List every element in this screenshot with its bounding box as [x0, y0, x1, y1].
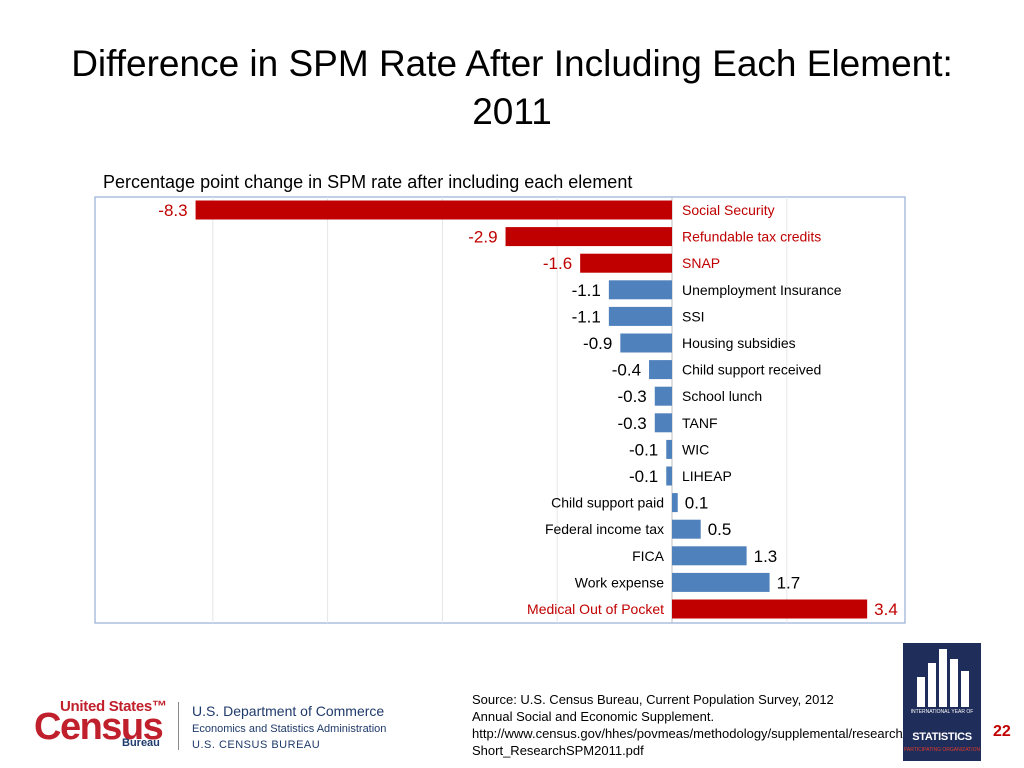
value-label: -2.9: [468, 228, 497, 247]
bar-tanf: [654, 413, 672, 433]
census-logo-wordmark: Census: [34, 706, 164, 748]
bar-wic: [666, 439, 672, 459]
dept-line-2: Economics and Statistics Administration: [192, 723, 387, 735]
stats-logo-wordmark: STATISTICS: [912, 731, 972, 743]
slide-title: Difference in SPM Rate After Including E…: [71, 43, 953, 132]
value-label: -0.1: [629, 467, 658, 486]
bar-child-support-paid: [672, 493, 678, 513]
gridlines: [212, 197, 788, 623]
value-label: 0.5: [708, 520, 732, 539]
category-label: Unemployment Insurance: [682, 282, 842, 298]
category-labels: Social Security Refundable tax credits SNA…: [527, 202, 842, 617]
category-label: Social Security: [682, 202, 775, 218]
bar-housing-subsidies: [620, 333, 672, 353]
dept-line-1: U.S. Department of Commerce: [192, 703, 385, 719]
category-label: Housing subsidies: [682, 335, 796, 351]
dept-line-3: U.S. CENSUS BUREAU: [192, 739, 321, 751]
category-label: Work expense: [575, 574, 664, 590]
page-number: 22: [993, 723, 1011, 740]
bar-snap: [580, 253, 672, 273]
value-label: 0.1: [685, 494, 709, 513]
value-label: -8.3: [158, 201, 187, 220]
stats-logo-small-text: INTERNATIONAL YEAR OF: [910, 709, 974, 715]
category-label: TANF: [682, 415, 718, 431]
bar-work-expense: [672, 572, 770, 592]
bars: [195, 200, 868, 619]
value-label: -0.9: [583, 334, 612, 353]
footer-divider: [178, 702, 179, 750]
value-label: -1.6: [543, 254, 572, 273]
category-label: WIC: [682, 441, 709, 457]
category-label: SSI: [682, 308, 705, 324]
category-label: Medical Out of Pocket: [527, 601, 664, 617]
statistics-building-icon: [917, 649, 969, 707]
bar-school-lunch: [654, 386, 672, 406]
category-label: School lunch: [682, 388, 762, 404]
category-label: Federal income tax: [545, 521, 664, 537]
category-label: Child support received: [682, 362, 821, 378]
category-label: Child support paid: [551, 495, 664, 511]
stats-logo-participating: PARTICIPATING ORGANIZATION: [903, 747, 981, 753]
bar-child-support-received: [649, 360, 672, 380]
category-label: LIHEAP: [682, 468, 732, 484]
source-note: Source: U.S. Census Bureau, Current Popu…: [472, 692, 907, 758]
bar-medical-out-of-pocket: [672, 599, 868, 619]
chart-title: Percentage point change in SPM rate afte…: [103, 172, 633, 192]
plot-border: [94, 196, 906, 624]
census-logo-bureau: Bureau: [122, 737, 160, 749]
statistics-logo: INTERNATIONAL YEAR OF STATISTICS PARTICI…: [903, 643, 981, 761]
bar-refundable-tax-credits: [505, 227, 672, 247]
value-label: -0.3: [617, 387, 646, 406]
value-label: -0.1: [629, 440, 658, 459]
category-label: SNAP: [682, 255, 720, 271]
bar-ssi: [608, 306, 672, 326]
bar-federal-income-tax: [672, 519, 701, 539]
bar-fica: [672, 546, 747, 566]
value-labels: -8.3-2.9-1.6-1.1-1.1-0.9-0.4-0.3-0.3-0.1…: [158, 201, 898, 619]
bar-social-security: [195, 200, 672, 220]
value-label: 1.7: [777, 573, 801, 592]
bar-unemployment-insurance: [608, 280, 672, 300]
value-label: -1.1: [572, 307, 601, 326]
category-label: FICA: [632, 548, 665, 564]
value-label: -1.1: [572, 281, 601, 300]
value-label: 1.3: [754, 547, 778, 566]
category-label: Refundable tax credits: [682, 229, 821, 245]
census-logo-top: United States™: [60, 698, 167, 715]
value-label: 3.4: [874, 600, 898, 619]
bar-liheap: [666, 466, 672, 486]
value-label: -0.4: [612, 361, 641, 380]
value-label: -0.3: [617, 414, 646, 433]
